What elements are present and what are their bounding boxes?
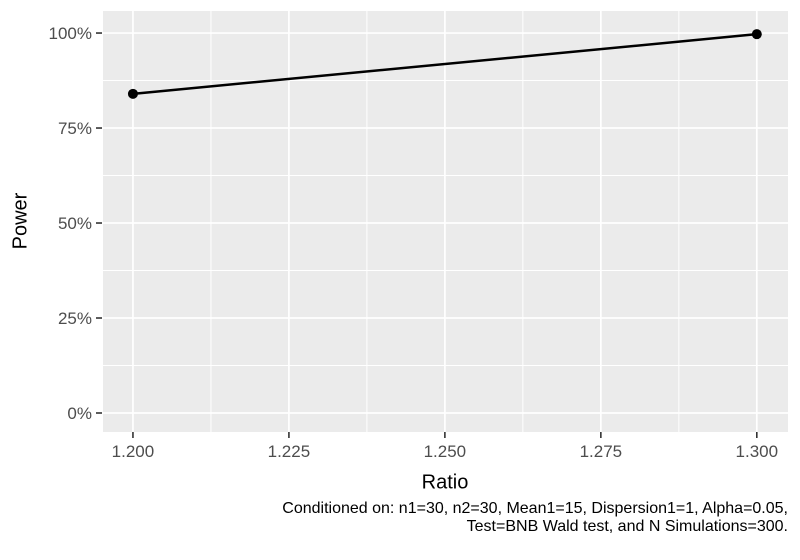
y-tick-label: 100% [49,24,92,43]
x-tick-label: 1.250 [424,442,467,461]
x-tick-label: 1.225 [268,442,311,461]
data-point [751,29,762,40]
series-line [132,32,757,96]
caption-line-1: Conditioned on: n1=30, n2=30, Mean1=15, … [282,500,788,517]
x-tick-label: 1.300 [736,442,779,461]
x-tick-label: 1.275 [580,442,623,461]
y-tick-label: 50% [58,214,92,233]
caption-line-2: Test=BNB Wald test, and N Simulations=30… [466,518,788,535]
x-axis-title: Ratio [421,471,469,494]
data-point [127,88,138,99]
x-tick-label: 1.200 [112,442,155,461]
y-tick-label: 25% [58,309,92,328]
y-axis-title: Power [9,192,32,250]
y-tick-label: 75% [58,119,92,138]
y-tick-label: 0% [67,404,92,423]
plot-caption: Conditioned on: n1=30, n2=30, Mean1=15, … [282,500,788,536]
